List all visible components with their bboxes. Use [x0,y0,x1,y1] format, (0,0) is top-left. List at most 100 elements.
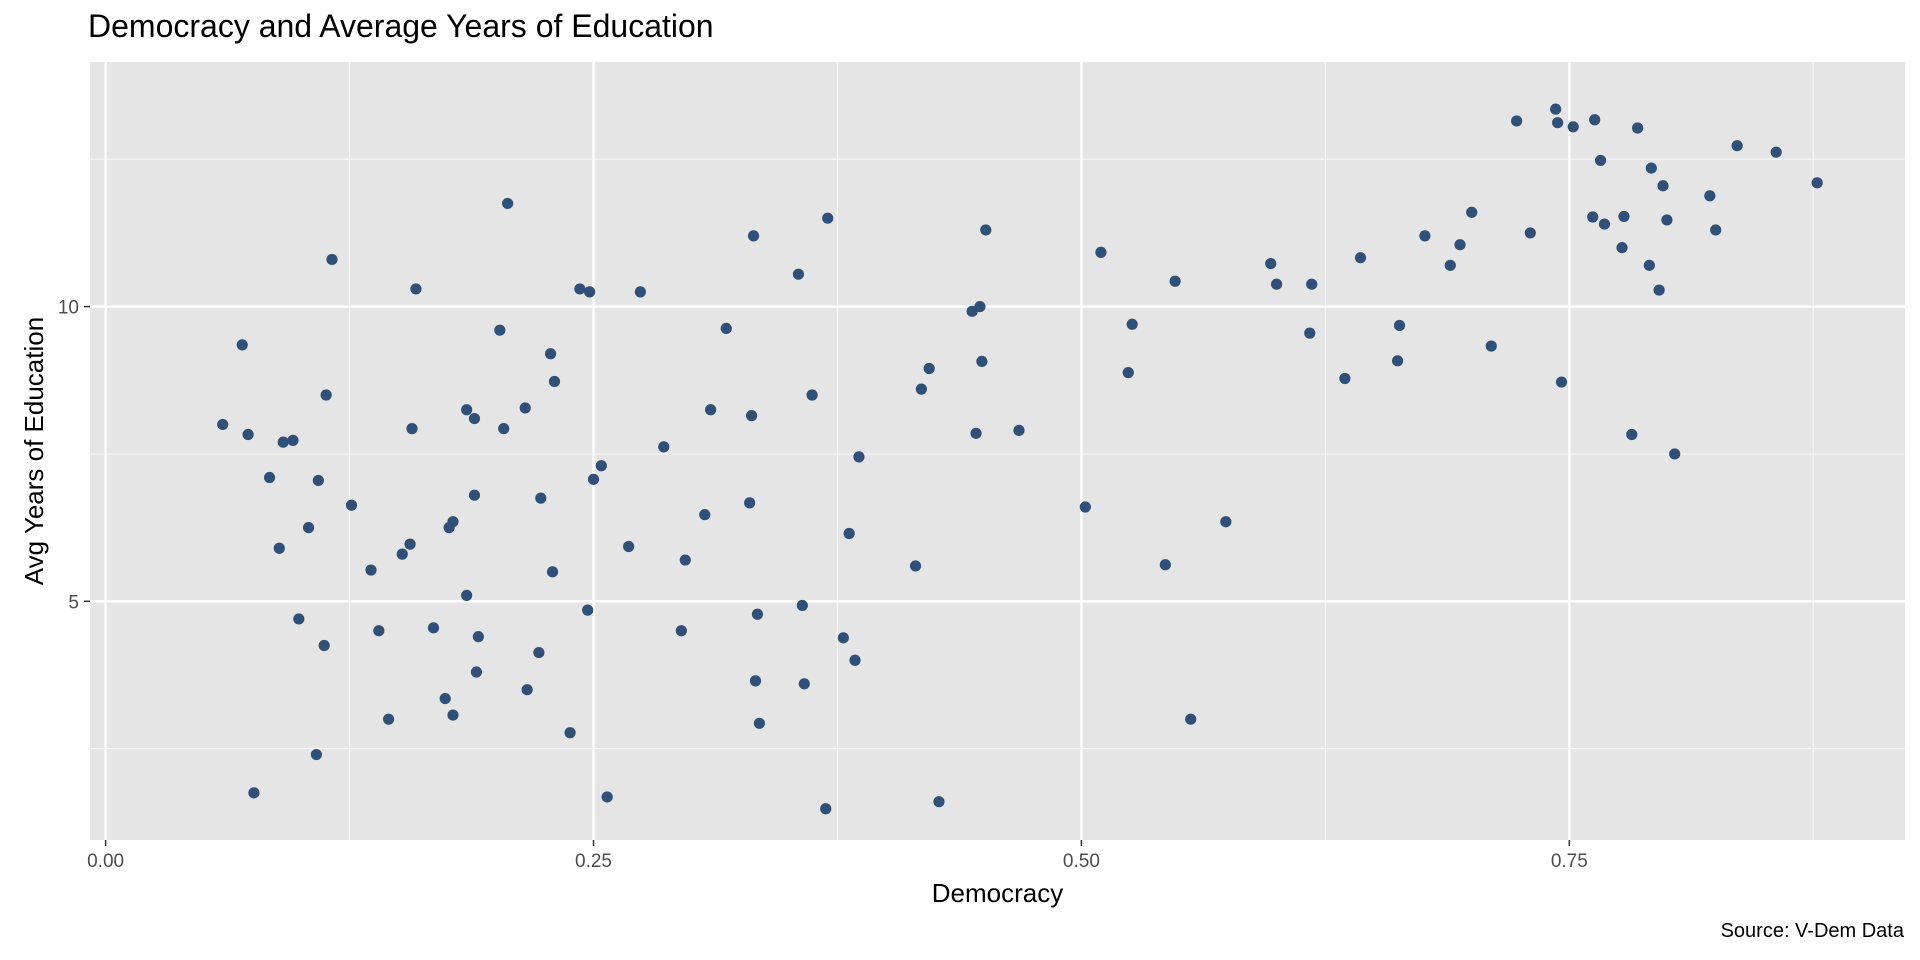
data-point [373,625,385,637]
data-point [439,692,451,705]
data-point [822,212,834,224]
data-point [345,499,358,511]
data-point [1466,206,1478,218]
data-point [1811,177,1823,189]
data-point [1598,218,1611,230]
data-point [1339,372,1351,385]
data-point [1485,340,1497,352]
data-point [853,451,865,463]
data-point [1653,284,1665,296]
data-point [1270,278,1283,290]
data-point [909,560,922,572]
data-point [923,362,935,375]
data-point [472,631,484,643]
data-point [601,791,613,803]
data-point [1079,501,1091,513]
data-point [312,474,324,487]
data-point [470,666,483,678]
data-point [970,427,982,439]
data-point [584,286,596,298]
data-point [1657,180,1669,192]
data-point [564,727,576,739]
data-point [806,389,818,401]
data-point [320,389,332,401]
data-point [521,684,533,696]
data-point [242,428,254,441]
data-point [1393,319,1406,332]
data-point [980,224,992,236]
x-tick-label: 0.25 [575,851,612,872]
data-point [1391,355,1404,367]
data-point [1550,103,1562,115]
data-point [1616,242,1628,254]
data-point [792,268,805,280]
data-point [679,554,691,566]
data-point [236,339,248,351]
data-point [820,803,832,815]
data-point [535,492,547,504]
data-point [287,434,299,446]
data-point [1589,114,1601,126]
data-point [273,542,285,554]
data-point [1731,140,1743,152]
data-point [1710,224,1722,236]
data-point [587,473,600,485]
data-point [461,589,473,602]
data-point [1126,318,1138,330]
data-point [595,460,607,472]
data-point [293,613,305,625]
data-point [915,383,927,395]
data-point [468,489,481,501]
data-point [1704,190,1716,202]
data-point [974,300,986,313]
data-point [468,412,481,425]
data-point [744,497,756,509]
data-point [933,796,945,808]
data-point [1159,559,1171,571]
data-point [1454,239,1466,251]
data-point [582,604,594,616]
data-point [427,622,440,634]
data-point [658,441,670,453]
data-point [1304,327,1316,339]
data-point [1618,210,1630,223]
data-point [1555,376,1568,388]
data-point [406,423,418,435]
y-tick-label: 10 [58,298,79,319]
x-tick-label: 0.00 [87,851,124,872]
data-point [1587,211,1599,223]
data-point [634,286,646,298]
y-axis-label: Avg Years of Education [19,317,49,585]
data-point [396,548,408,560]
data-point [326,253,338,266]
chart-title: Democracy and Average Years of Education [88,8,714,44]
data-point [574,283,586,295]
data-point [1095,246,1107,258]
data-point [1122,367,1134,379]
data-point [1220,516,1232,528]
data-point [410,283,422,295]
data-point [1185,713,1197,725]
data-point [1661,214,1673,226]
x-tick-label: 0.75 [1551,851,1588,872]
data-point [548,375,561,388]
data-point [544,348,557,360]
data-point [1169,275,1181,287]
x-axis-label: Democracy [932,878,1063,908]
data-point [1354,252,1367,264]
data-point [1444,259,1456,271]
data-point [447,516,459,528]
major-gridlines [90,62,1905,840]
data-point [1669,448,1681,460]
data-point [533,646,545,659]
data-point [837,632,849,644]
data-point [798,678,810,690]
data-point [502,197,514,210]
data-point [519,402,531,414]
plot-panel [90,62,1905,840]
data-point [302,522,315,534]
data-point [843,527,855,540]
data-point [1013,424,1025,436]
data-point [1511,115,1523,127]
